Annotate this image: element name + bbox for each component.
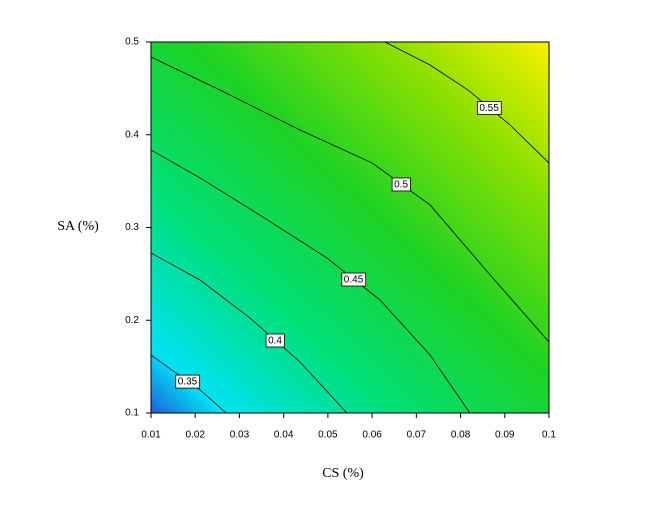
y-tick-label: 0.1 xyxy=(125,408,139,419)
x-axis-label: CS (%) xyxy=(322,466,364,481)
contour-label-box xyxy=(476,101,502,115)
x-tick-label: 0.04 xyxy=(274,430,294,441)
x-tick-label: 0.03 xyxy=(230,430,250,441)
contour-label-box xyxy=(341,272,367,287)
x-tick-label: 0.06 xyxy=(362,430,382,441)
x-tick-label: 0.07 xyxy=(407,430,427,441)
contour-label: 0.45 xyxy=(344,275,364,286)
y-tick-label: 0.2 xyxy=(125,315,139,326)
x-tick-label: 0.02 xyxy=(185,430,205,441)
contour-label-box xyxy=(265,333,285,348)
contour-label-box xyxy=(175,374,201,389)
y-axis-label: SA (%) xyxy=(57,219,99,234)
y-tick-label: 0.3 xyxy=(125,222,139,233)
contour-label: 0.5 xyxy=(394,180,408,191)
contour-line xyxy=(384,41,550,164)
x-tick-label: 0.05 xyxy=(318,430,338,441)
x-tick-label: 0.09 xyxy=(495,430,515,441)
x-tick-label: 0.1 xyxy=(542,430,556,441)
x-tick-label: 0.08 xyxy=(451,430,471,441)
x-tick-label: 0.01 xyxy=(141,430,161,441)
contour-label: 0.35 xyxy=(178,377,198,388)
plot-area xyxy=(150,41,550,414)
y-tick-label: 0.4 xyxy=(125,129,139,140)
contour-line xyxy=(150,252,348,414)
contour-label: 0.55 xyxy=(479,103,499,114)
contour-label: 0.4 xyxy=(268,336,282,347)
contour-label-box xyxy=(391,177,411,192)
y-tick-label: 0.5 xyxy=(125,37,139,48)
contour-line xyxy=(150,149,471,414)
contour-line xyxy=(150,56,550,343)
